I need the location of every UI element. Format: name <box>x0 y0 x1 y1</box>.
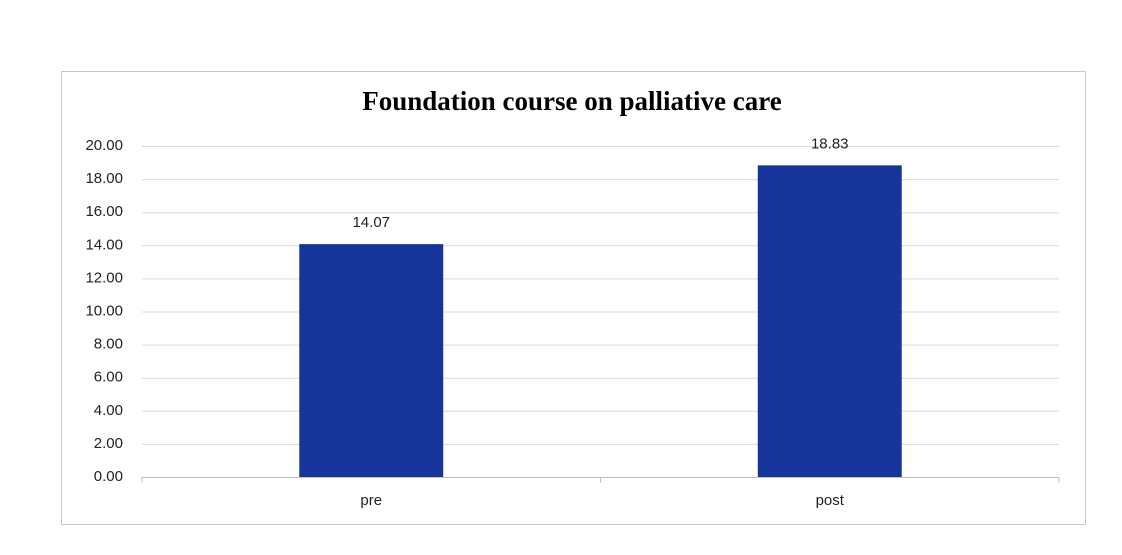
chart-title: Foundation course on palliative care <box>362 86 782 116</box>
y-tick-label: 12.00 <box>85 269 123 286</box>
x-tick-label: post <box>816 492 845 509</box>
y-tick-label: 8.00 <box>94 336 123 353</box>
y-tick-label: 2.00 <box>94 435 123 452</box>
data-label: 18.83 <box>811 135 849 152</box>
y-tick-label: 20.00 <box>85 137 123 154</box>
bar <box>299 244 444 477</box>
y-tick-label: 18.00 <box>85 170 123 187</box>
y-tick-label: 6.00 <box>94 369 123 386</box>
bar <box>757 165 902 477</box>
chart-frame <box>61 71 1086 525</box>
y-tick-label: 14.00 <box>85 236 123 253</box>
y-tick-label: 10.00 <box>85 302 123 319</box>
y-tick-label: 16.00 <box>85 203 123 220</box>
data-label: 14.07 <box>352 214 390 231</box>
y-tick-label: 0.00 <box>94 468 123 485</box>
x-tick-label: pre <box>360 492 382 509</box>
y-tick-label: 4.00 <box>94 402 123 419</box>
